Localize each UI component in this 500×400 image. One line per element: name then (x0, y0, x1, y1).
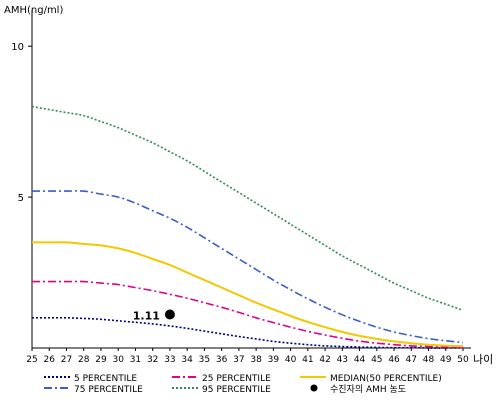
x-tick-label: 41 (302, 355, 313, 365)
series-layer (31, 105, 464, 349)
x-tick-label: 25 (26, 355, 37, 365)
x-tick-label: 47 (406, 355, 417, 365)
x-tick-label: 32 (147, 355, 158, 365)
x-tick-label: 27 (61, 355, 72, 365)
x-tick-label: 50 (457, 355, 469, 365)
marker-layer: 1.11 (133, 309, 175, 322)
x-tick-label: 42 (319, 355, 330, 365)
legend-marker-swatch (310, 384, 318, 392)
legend-label-1: 25 PERCENTILE (202, 374, 271, 384)
x-tick-label: 44 (354, 355, 366, 365)
x-tick-label: 28 (78, 355, 90, 365)
x-tick-label: 30 (112, 355, 124, 365)
y-axis-label: AMH(ng/ml) (4, 5, 63, 16)
x-tick-label: 45 (371, 355, 382, 365)
series-line-3 (31, 190, 464, 344)
x-tick-label: 39 (268, 355, 280, 365)
x-tick-label: 37 (233, 355, 244, 365)
legend: 5 PERCENTILE 25 PERCENTILE MEDIAN(50 PERCE… (44, 374, 442, 395)
legend-label-4: 95 PERCENTILE (202, 385, 271, 395)
y-tick-label: 10 (11, 42, 24, 53)
legend-label-0: 5 PERCENTILE (74, 374, 137, 384)
patient-amh-marker (164, 309, 175, 320)
x-tick-label: 29 (95, 355, 107, 365)
x-tick-label: 43 (337, 355, 348, 365)
series-line-2 (31, 241, 464, 348)
axes: AMH(ng/ml) 나이 5 10 25 26 27 28 29 30 31 32 33 34 35 36 3… (4, 5, 493, 366)
x-tick-label: 26 (44, 355, 56, 365)
series-line-4 (31, 105, 464, 312)
series-line-0 (31, 316, 463, 349)
x-axis-label: 나이 (473, 353, 493, 366)
x-tick-label: 34 (181, 355, 193, 365)
legend-label-3: 75 PERCENTILE (74, 385, 143, 395)
x-tick-label: 31 (130, 355, 141, 365)
x-tick-label: 35 (199, 355, 210, 365)
x-tick-label: 40 (285, 355, 297, 365)
x-tick-label: 48 (423, 355, 435, 365)
y-tick-label: 5 (18, 193, 24, 204)
patient-amh-value: 1.11 (133, 309, 160, 322)
x-tick-label: 46 (388, 355, 400, 365)
x-tick-label: 33 (164, 355, 175, 365)
series-line-1 (31, 280, 464, 349)
x-tick-label: 38 (250, 355, 262, 365)
legend-marker-label: 수진자의 AMH 농도 (330, 384, 406, 395)
x-tick-label: 49 (440, 355, 452, 365)
x-tick-label: 36 (216, 355, 228, 365)
legend-label-2: MEDIAN(50 PERCENTILE) (330, 374, 442, 384)
